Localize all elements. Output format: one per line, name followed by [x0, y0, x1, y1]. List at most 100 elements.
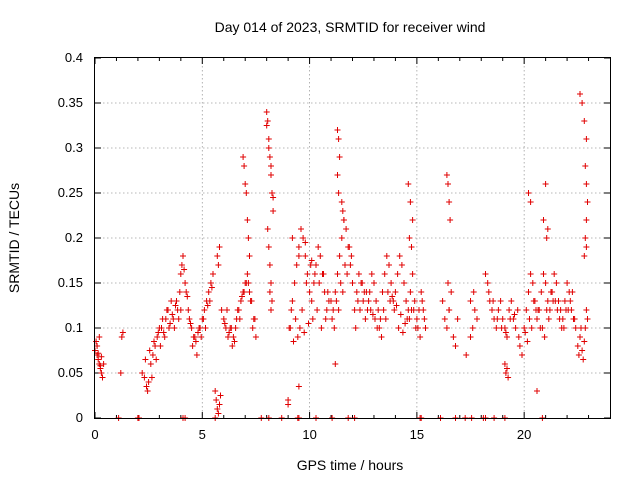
data-point [367, 307, 374, 313]
data-point [553, 280, 560, 286]
data-point [266, 289, 273, 295]
data-point [146, 347, 153, 354]
data-point [508, 298, 515, 304]
data-point [139, 370, 146, 376]
data-point [310, 280, 317, 286]
data-point [550, 298, 557, 304]
data-point [391, 307, 398, 313]
data-point [494, 316, 501, 322]
data-point [323, 307, 330, 313]
data-point [545, 316, 552, 322]
data-point [502, 329, 509, 336]
data-point [538, 289, 545, 295]
data-point [381, 271, 388, 277]
data-point [270, 208, 277, 214]
y-axis-label: SRMTID / TECUs [6, 183, 22, 293]
data-point [527, 199, 534, 205]
data-point [95, 356, 102, 363]
data-point [308, 257, 315, 264]
data-point [244, 217, 251, 223]
data-point [232, 325, 239, 331]
data-point [251, 316, 258, 322]
data-point [383, 253, 390, 259]
data-point [289, 298, 296, 304]
data-point [334, 271, 341, 277]
data-point [305, 320, 312, 327]
data-point [174, 307, 181, 313]
data-point [225, 334, 231, 340]
data-point [351, 307, 358, 313]
data-point [303, 280, 310, 286]
data-point [322, 316, 329, 322]
data-point [394, 271, 401, 277]
data-point [215, 410, 222, 417]
data-point [347, 262, 354, 268]
data-point [236, 316, 243, 322]
data-point [316, 280, 323, 286]
data-point [213, 397, 220, 403]
data-point [406, 235, 413, 241]
data-point [519, 352, 525, 358]
data-point [333, 298, 340, 304]
data-point [191, 334, 198, 340]
data-point [239, 293, 245, 300]
data-point [551, 271, 558, 277]
data-point [524, 338, 531, 345]
data-point [216, 401, 223, 408]
data-point [246, 253, 253, 259]
data-point [528, 325, 535, 331]
data-point [583, 244, 590, 250]
data-point [406, 316, 413, 322]
data-point [395, 325, 402, 331]
data-point [354, 298, 361, 304]
data-point [452, 343, 459, 349]
data-point [241, 163, 248, 169]
data-point [288, 307, 295, 313]
data-point [368, 271, 375, 277]
data-point [249, 325, 256, 331]
data-point [157, 343, 164, 349]
data-point [182, 280, 189, 286]
data-point [443, 325, 450, 331]
data-point [377, 316, 384, 322]
data-point [544, 226, 551, 232]
data-point [195, 329, 201, 336]
data-point [270, 194, 277, 201]
data-point [512, 325, 519, 331]
data-point [252, 334, 259, 340]
data-point [201, 307, 208, 313]
data-point [365, 298, 372, 304]
data-point [151, 338, 157, 345]
data-point [264, 226, 271, 232]
data-point [96, 334, 103, 340]
data-point [525, 289, 532, 295]
data-point [355, 271, 362, 277]
data-point [229, 343, 236, 349]
data-point [402, 320, 409, 327]
data-point [168, 298, 175, 304]
data-point [226, 329, 233, 336]
data-point [582, 325, 589, 331]
data-point [324, 289, 331, 295]
data-point [373, 298, 380, 304]
data-point [405, 181, 412, 187]
data-point [389, 293, 396, 300]
data-point [581, 253, 588, 259]
data-point [214, 406, 221, 412]
data-point [192, 338, 199, 345]
data-point [407, 289, 414, 295]
data-point [97, 362, 104, 369]
data-point [265, 136, 272, 142]
data-point [384, 289, 391, 295]
data-point [172, 302, 179, 309]
y-tick-label: 0.15 [58, 275, 83, 290]
data-point [242, 181, 249, 187]
data-point [159, 316, 166, 322]
data-point [504, 334, 510, 340]
data-point [295, 244, 302, 250]
y-tick-label: 0 [76, 410, 83, 425]
data-point [414, 325, 421, 331]
data-point [387, 298, 394, 304]
data-point [332, 361, 339, 367]
y-tick-label: 0.2 [65, 230, 83, 245]
